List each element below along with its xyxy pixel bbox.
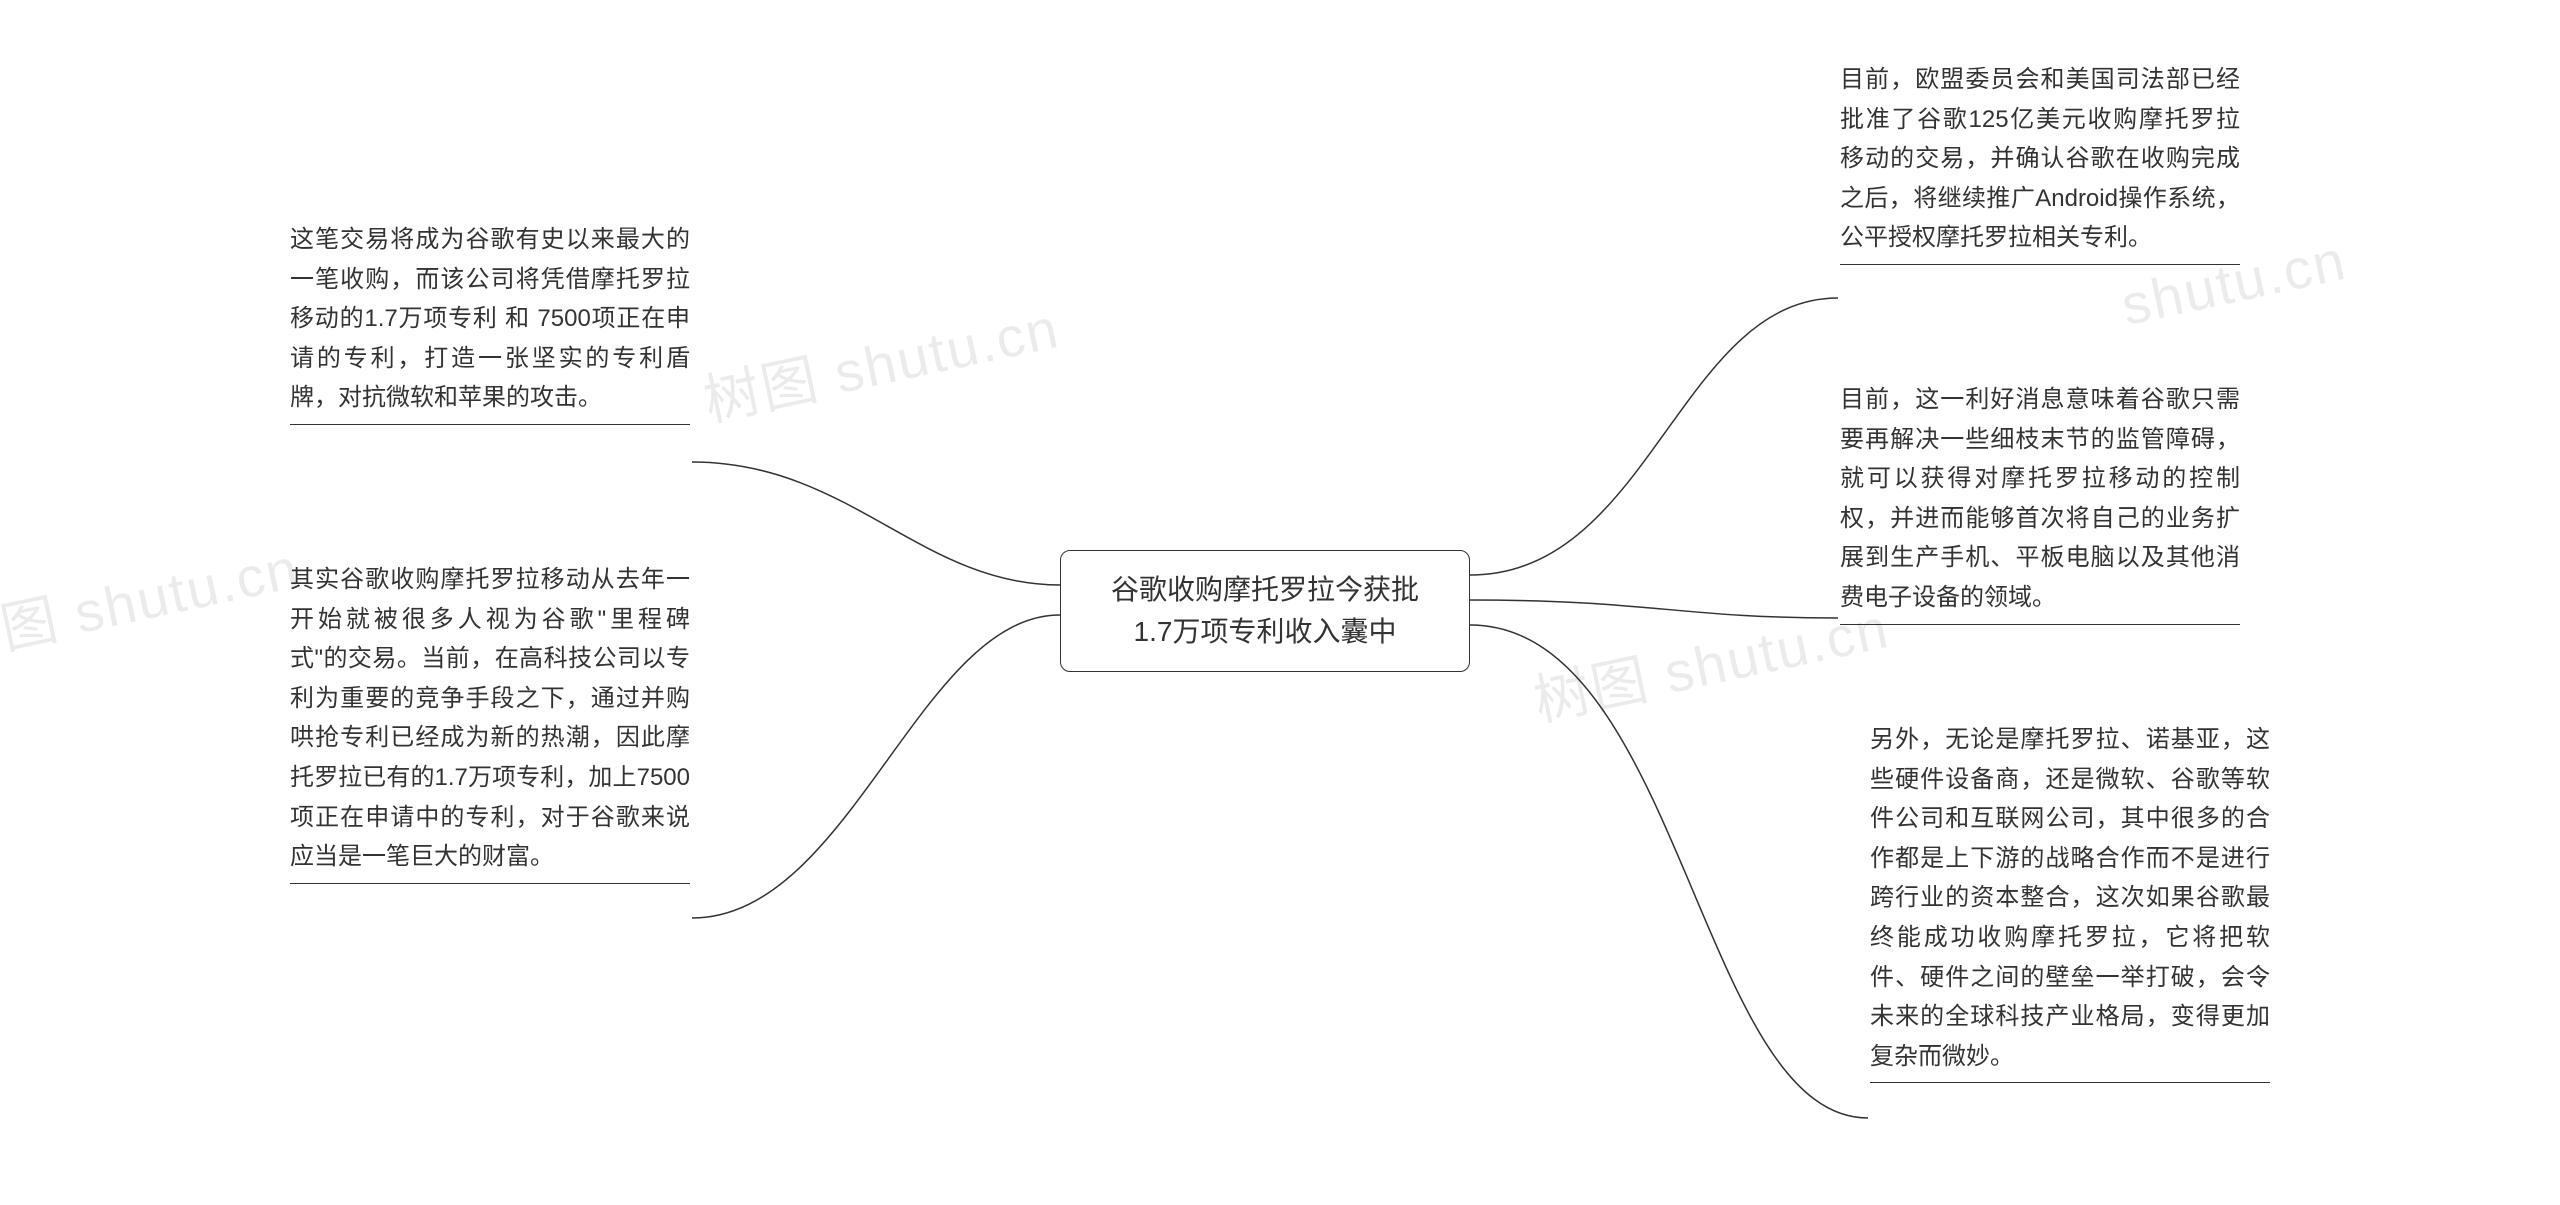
connector-path bbox=[692, 615, 1060, 918]
branch-left-1[interactable]: 这笔交易将成为谷歌有史以来最大的一笔收购，而该公司将凭借摩托罗拉移动的1.7万项… bbox=[290, 220, 690, 425]
watermark: 树图 shutu.cn bbox=[696, 283, 1066, 437]
branch-right-1[interactable]: 目前，欧盟委员会和美国司法部已经批准了谷歌125亿美元收购摩托罗拉移动的交易，并… bbox=[1840, 60, 2240, 265]
watermark: 树图 shutu.cn bbox=[0, 523, 306, 677]
branch-left-2[interactable]: 其实谷歌收购摩托罗拉移动从去年一开始就被很多人视为谷歌"里程碑式"的交易。当前，… bbox=[290, 560, 690, 884]
connector-path bbox=[1470, 625, 1868, 1118]
branch-right-3[interactable]: 另外，无论是摩托罗拉、诺基亚，这些硬件设备商，还是微软、谷歌等软件公司和互联网公… bbox=[1870, 720, 2270, 1083]
connector-path bbox=[1470, 600, 1838, 618]
connector-path bbox=[1470, 298, 1838, 575]
center-topic[interactable]: 谷歌收购摩托罗拉今获批 1.7万项专利收入囊中 bbox=[1060, 550, 1470, 672]
branch-right-2[interactable]: 目前，这一利好消息意味着谷歌只需要再解决一些细枝末节的监管障碍，就可以获得对摩托… bbox=[1840, 380, 2240, 625]
connector-path bbox=[692, 462, 1060, 585]
